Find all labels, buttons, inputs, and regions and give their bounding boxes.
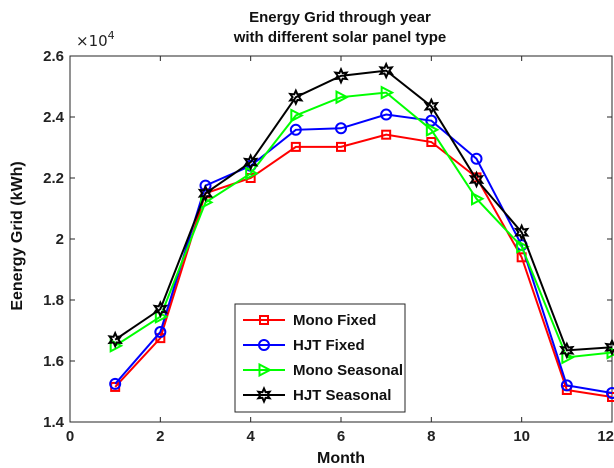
data-point: [559, 341, 575, 360]
data-point: [426, 137, 437, 148]
data-point: [333, 66, 349, 85]
data-point: [336, 141, 346, 152]
data-point: [245, 166, 259, 181]
legend-item: HJT Seasonal: [243, 386, 391, 404]
data-point: [290, 141, 301, 152]
x-tick-label: 4: [246, 428, 255, 445]
data-point: [107, 330, 123, 349]
data-point: [380, 85, 395, 100]
legend-swatch-marker: [256, 386, 272, 404]
data-point: [335, 122, 347, 135]
y-exponent-base: ×10: [76, 32, 108, 50]
y-tick-label: 1.4: [43, 414, 65, 431]
data-point: [381, 129, 392, 140]
y-tick-label: 2.2: [43, 170, 64, 187]
data-point: [425, 122, 440, 137]
data-point: [606, 387, 614, 400]
legend: Mono Fixed HJT Fixed Mono Seasonal HJT Seas…: [234, 303, 406, 413]
data-point: [242, 153, 259, 172]
series-line: [114, 69, 613, 352]
axes: 0 2 4 6 8 10 12 1.4 1.6 1.8 2 2.2 2.4 2.6: [43, 48, 614, 445]
legend-item: Mono Seasonal: [243, 362, 403, 379]
x-tick-label: 2: [156, 428, 164, 445]
series-hjt-seasonal: [107, 61, 614, 360]
chart-title-line1: Energy Grid through year: [249, 9, 431, 26]
y-tick-label: 1.6: [43, 353, 64, 370]
data-point: [289, 123, 302, 136]
data-point: [154, 326, 167, 339]
data-point: [335, 90, 350, 105]
data-point: [290, 108, 304, 123]
legend-swatch-marker: [258, 362, 273, 378]
data-point: [423, 97, 440, 116]
legend-swatch-marker: [258, 339, 270, 351]
x-tick-label: 0: [66, 428, 74, 445]
data-point: [604, 338, 614, 357]
chart-text: Energy Grid through year with different …: [9, 9, 446, 467]
legend-label: HJT Seasonal: [293, 387, 391, 404]
data-point: [288, 88, 304, 107]
x-tick-label: 6: [337, 428, 345, 445]
legend-label: HJT Fixed: [293, 337, 365, 354]
chart-title-line2: with different solar panel type: [233, 29, 447, 46]
data-point: [471, 191, 485, 206]
y-axis-label: Eenergy Grid (kWh): [9, 161, 26, 310]
data-point: [560, 379, 573, 392]
legend-label: Mono Seasonal: [293, 362, 403, 379]
x-tick-label: 8: [427, 428, 435, 445]
series-line: [114, 91, 613, 359]
data-point: [152, 300, 169, 319]
series-mono-seasonal: [109, 85, 614, 365]
y-tick-label: 2.6: [43, 48, 64, 65]
legend-swatch-marker: [259, 315, 269, 325]
data-point: [513, 223, 530, 242]
x-tick-label: 10: [513, 428, 530, 445]
data-point: [197, 184, 214, 203]
legend-item: Mono Fixed: [243, 312, 376, 329]
data-point: [380, 108, 393, 121]
series-line: [114, 133, 613, 398]
y-tick-label: 2.4: [43, 109, 65, 126]
y-exponent-power: 4: [108, 29, 115, 42]
y-tick-label: 2: [56, 231, 64, 248]
data-point: [516, 239, 530, 254]
y-exponent: ×104: [76, 29, 115, 50]
series-layer: [107, 61, 614, 402]
data-point: [470, 152, 483, 165]
data-point: [468, 170, 485, 189]
y-tick-label: 1.8: [43, 292, 64, 309]
x-tick-label: 12: [597, 428, 614, 445]
legend-label: Mono Fixed: [293, 312, 376, 329]
data-point: [199, 179, 212, 192]
data-point: [378, 61, 394, 80]
legend-item: HJT Fixed: [243, 337, 365, 354]
x-axis-label: Month: [317, 450, 365, 467]
data-point: [109, 377, 122, 390]
